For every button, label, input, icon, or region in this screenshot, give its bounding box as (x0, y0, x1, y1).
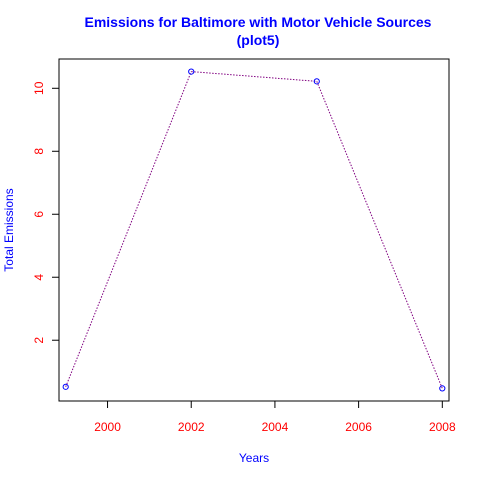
y-tick-label-10: 10 (32, 81, 46, 95)
x-tick-label-2006: 2006 (345, 420, 372, 434)
data-point-2005 (313, 78, 320, 85)
plot-frame (58, 58, 450, 402)
line-segment-3 (316, 81, 443, 389)
x-tick-label-2004: 2004 (262, 420, 289, 434)
y-tick-label-8: 8 (32, 148, 46, 155)
x-tick-label-2002: 2002 (178, 420, 205, 434)
chart-title-line1: Emissions for Baltimore with Motor Vehic… (85, 14, 432, 30)
data-point-1999 (62, 383, 69, 390)
line-segment-2 (191, 71, 317, 82)
x-axis: 2000 2002 2004 2006 2008 (94, 400, 456, 434)
x-tick-label-2008: 2008 (429, 420, 456, 434)
y-tick-label-6: 6 (32, 211, 46, 218)
data-point-2002 (188, 68, 195, 75)
x-tick-label-2000: 2000 (94, 420, 121, 434)
x-axis-label: Years (239, 451, 269, 465)
y-axis: 2 4 6 8 10 (32, 81, 60, 344)
emissions-series (62, 68, 446, 392)
y-tick-label-2: 2 (32, 337, 46, 344)
line-segment-1 (65, 71, 192, 388)
chart-title-line2: (plot5) (237, 32, 280, 48)
data-point-2008 (439, 385, 446, 392)
y-tick-label-4: 4 (32, 274, 46, 281)
y-axis-label: Total Emissions (2, 188, 16, 271)
